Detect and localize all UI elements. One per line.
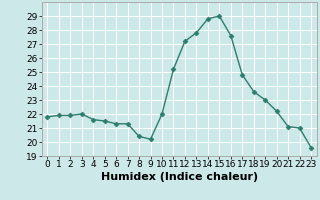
X-axis label: Humidex (Indice chaleur): Humidex (Indice chaleur): [100, 172, 258, 182]
